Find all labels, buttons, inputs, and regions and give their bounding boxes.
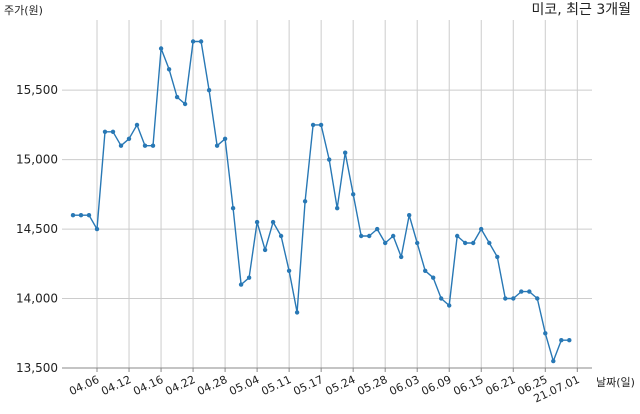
price-point — [102, 129, 108, 134]
x-tick-label: 04.28 — [195, 373, 229, 398]
point-layer — [70, 39, 572, 364]
x-tick-label: 05.04 — [227, 373, 261, 398]
x-tick-label: 06.21 — [483, 373, 517, 398]
price-point — [343, 150, 348, 155]
price-point — [278, 233, 284, 239]
price-point — [511, 296, 516, 301]
grid-layer — [62, 20, 592, 372]
x-tick-label: 04.06 — [67, 373, 101, 398]
price-point — [94, 226, 100, 232]
price-point — [375, 226, 380, 232]
price-point — [158, 46, 164, 51]
price-point — [359, 233, 364, 239]
price-point — [238, 282, 244, 287]
x-tick-label: 06.03 — [387, 373, 421, 398]
price-point — [222, 136, 228, 141]
price-point — [86, 213, 92, 218]
price-point — [327, 157, 332, 162]
price-point — [431, 275, 436, 280]
price-point — [527, 289, 532, 294]
x-tick-label: 04.12 — [99, 373, 133, 398]
y-tick-label: 14,500 — [16, 222, 58, 236]
y-tick-label: 14,000 — [16, 292, 58, 306]
price-point — [230, 206, 236, 211]
price-point — [519, 289, 524, 294]
price-point — [254, 219, 260, 225]
price-point — [302, 199, 308, 204]
x-axis-label: 날짜(일) — [596, 375, 635, 389]
price-point — [294, 310, 300, 315]
price-point — [415, 240, 420, 246]
y-tick-label: 13,500 — [16, 361, 58, 375]
x-tick-label: 04.22 — [163, 373, 197, 398]
x-tick-label: 06.09 — [419, 373, 453, 398]
price-point — [543, 331, 548, 336]
y-tick-label: 15,000 — [16, 153, 58, 167]
price-point — [391, 233, 396, 239]
price-point — [286, 268, 292, 273]
price-point — [206, 88, 212, 93]
y-axis-label: 주가(원) — [4, 4, 43, 17]
x-tick-label: 05.24 — [323, 373, 357, 398]
price-point — [351, 192, 356, 197]
price-point — [447, 303, 452, 308]
price-point — [399, 254, 404, 260]
price-point — [310, 122, 316, 128]
x-tick-labels: 04.0604.1204.1604.2204.2805.0405.1105.17… — [67, 373, 581, 405]
x-tick-label: 05.17 — [291, 373, 325, 398]
price-point — [270, 219, 276, 225]
price-point — [134, 122, 140, 128]
price-point — [487, 240, 492, 246]
x-tick-label: 04.16 — [131, 373, 165, 398]
price-point — [262, 247, 268, 253]
x-tick-label: 06.15 — [451, 373, 485, 398]
price-point — [559, 338, 564, 343]
price-point — [439, 296, 444, 301]
price-point — [126, 136, 132, 141]
price-point — [455, 233, 460, 239]
y-tick-label: 15,500 — [16, 83, 58, 97]
price-point — [118, 143, 124, 148]
price-point — [214, 143, 220, 148]
price-point — [495, 254, 500, 260]
price-point — [70, 213, 76, 218]
price-point — [150, 143, 156, 148]
price-point — [407, 213, 412, 218]
x-tick-label: 05.11 — [259, 373, 293, 398]
price-point — [142, 143, 148, 148]
price-point — [182, 101, 188, 107]
price-point — [198, 39, 204, 44]
price-point — [535, 296, 540, 301]
price-point — [78, 213, 84, 218]
price-point — [383, 240, 388, 246]
price-point — [246, 275, 252, 280]
y-tick-labels: 13,500 14,000 14,500 15,000 15,500 — [16, 83, 58, 375]
price-point — [479, 226, 484, 232]
price-point — [423, 268, 428, 273]
price-point — [110, 129, 116, 134]
price-point — [367, 233, 372, 239]
price-point — [463, 240, 468, 246]
price-point — [503, 296, 508, 301]
price-point — [166, 67, 172, 72]
price-point — [471, 240, 476, 246]
x-tick-label: 05.28 — [355, 373, 389, 398]
price-point — [551, 358, 556, 364]
price-point — [335, 206, 340, 211]
price-point — [190, 39, 196, 44]
price-point — [174, 94, 180, 100]
price-point — [567, 338, 572, 343]
chart-title: 미코, 최근 3개월 — [531, 2, 631, 18]
price-point — [318, 122, 324, 128]
